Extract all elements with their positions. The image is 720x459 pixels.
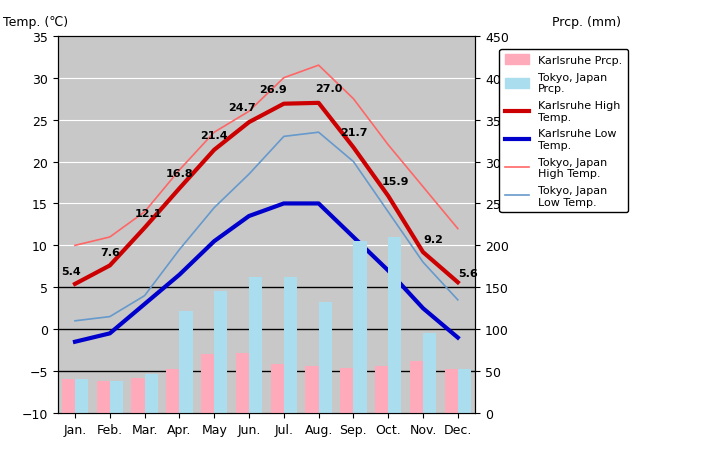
- Text: 27.0: 27.0: [315, 84, 343, 94]
- Text: 21.7: 21.7: [340, 128, 367, 138]
- Bar: [318, 302, 332, 413]
- Bar: [145, 375, 158, 413]
- Bar: [444, 369, 458, 413]
- Bar: [271, 364, 284, 413]
- Bar: [235, 353, 249, 413]
- Bar: [166, 369, 179, 413]
- Text: 12.1: 12.1: [135, 208, 162, 218]
- Bar: [388, 237, 402, 413]
- Bar: [201, 354, 214, 413]
- Text: 7.6: 7.6: [100, 247, 120, 257]
- Text: 5.4: 5.4: [62, 266, 81, 276]
- Bar: [410, 361, 423, 413]
- Bar: [354, 241, 366, 413]
- Bar: [179, 311, 193, 413]
- Bar: [340, 368, 354, 413]
- Bar: [131, 378, 145, 413]
- Legend: Karlsruhe Prcp., Tokyo, Japan
Prcp., Karlsruhe High
Temp., Karlsruhe Low
Temp., : Karlsruhe Prcp., Tokyo, Japan Prcp., Kar…: [500, 50, 628, 213]
- Bar: [75, 380, 89, 413]
- Bar: [423, 334, 436, 413]
- Bar: [96, 381, 109, 413]
- Bar: [109, 381, 123, 413]
- Bar: [249, 278, 262, 413]
- Text: 21.4: 21.4: [200, 130, 228, 140]
- Text: 15.9: 15.9: [382, 176, 409, 186]
- Text: 26.9: 26.9: [259, 84, 287, 95]
- Text: Prcp. (mm): Prcp. (mm): [552, 16, 621, 29]
- Text: 5.6: 5.6: [459, 269, 478, 279]
- Text: 16.8: 16.8: [166, 169, 193, 179]
- Text: 24.7: 24.7: [228, 103, 256, 113]
- Text: 9.2: 9.2: [423, 234, 444, 244]
- Bar: [62, 380, 75, 413]
- Bar: [375, 366, 388, 413]
- Text: Temp. (℃): Temp. (℃): [4, 16, 68, 29]
- Bar: [284, 278, 297, 413]
- Bar: [458, 369, 471, 413]
- Bar: [305, 366, 318, 413]
- Bar: [214, 292, 228, 413]
